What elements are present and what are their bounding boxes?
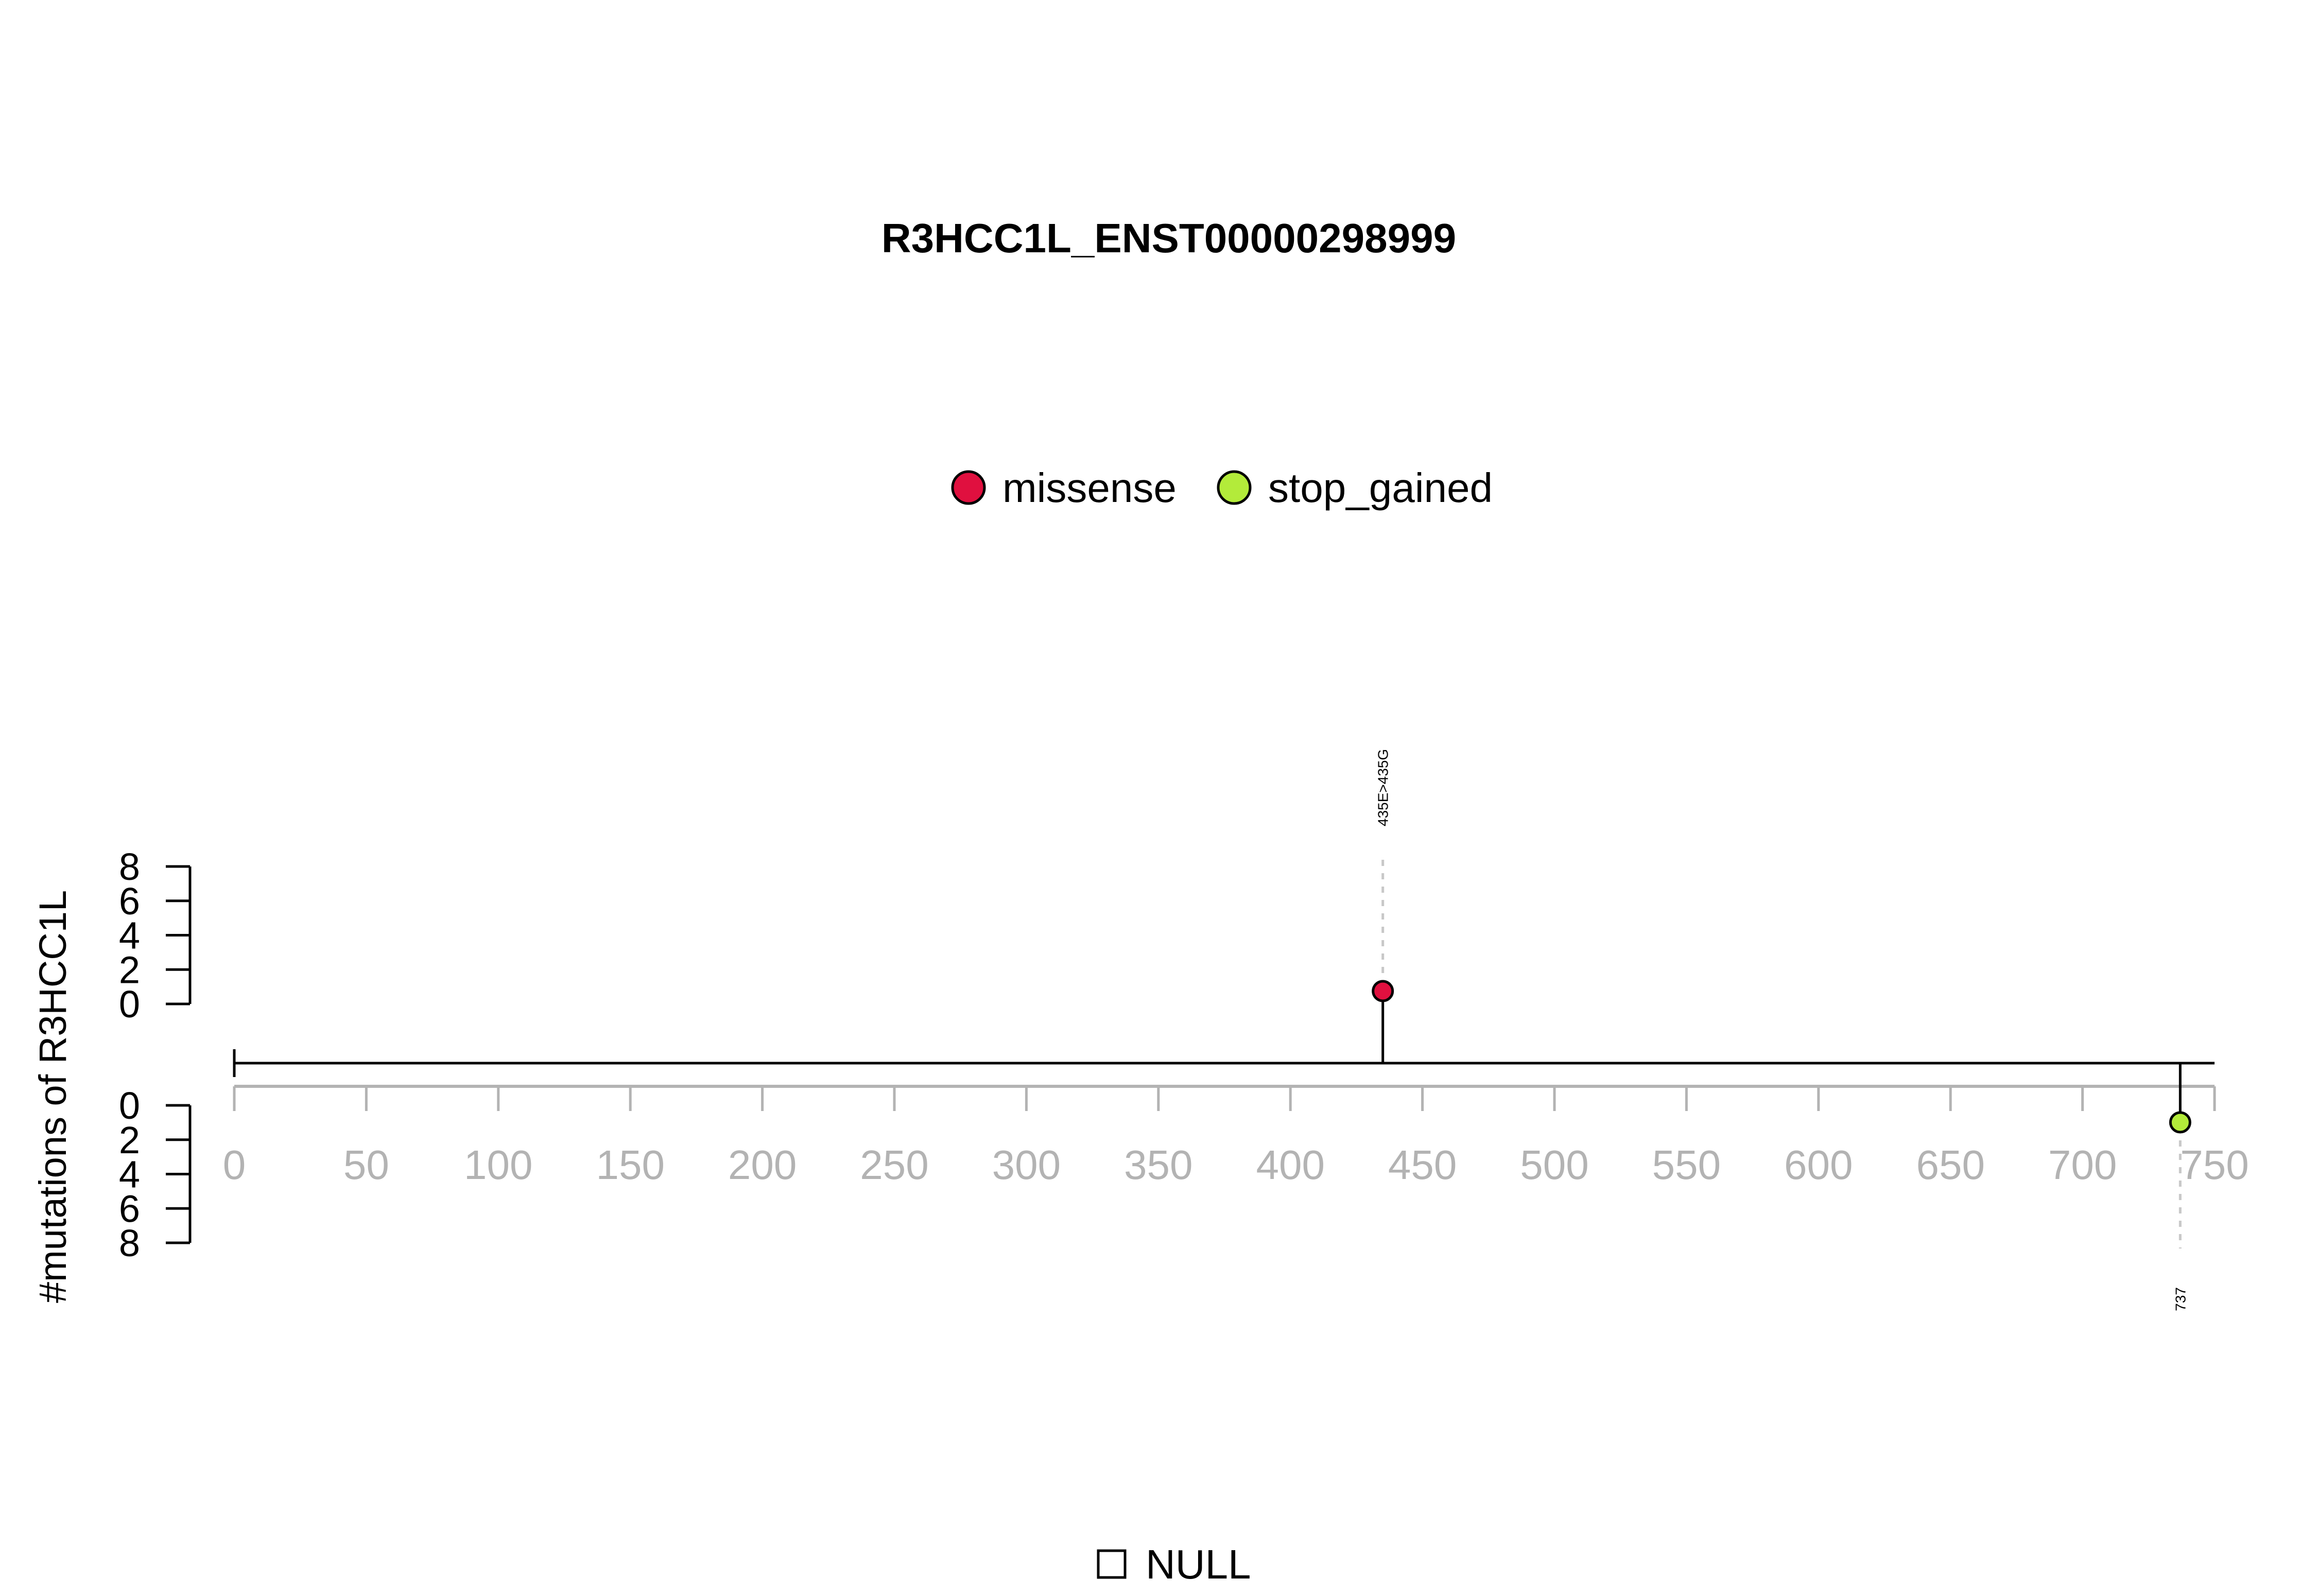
y-upper-axis-tick-label: 0 [119, 983, 140, 1026]
mutation-label: 435E>435G [1375, 749, 1391, 826]
y-lower-axis-tick-label: 2 [119, 1119, 140, 1161]
x-axis-tick-label: 300 [992, 1142, 1061, 1188]
x-axis-tick-label: 250 [860, 1142, 928, 1188]
mutation-point [2169, 1111, 2191, 1134]
x-axis-tick-label: 750 [2180, 1142, 2249, 1188]
x-axis-tick-label: 600 [1784, 1142, 1853, 1188]
mutation-label: 737 [2172, 1287, 2188, 1311]
x-axis-tick-label: 150 [596, 1142, 664, 1188]
y-upper-axis-tick-label: 4 [119, 914, 140, 957]
x-axis-tick-label: 350 [1124, 1142, 1192, 1188]
x-axis-tick-label: 0 [223, 1142, 246, 1188]
y-upper-axis-tick-label: 6 [119, 880, 140, 923]
x-axis-tick-label: 550 [1652, 1142, 1721, 1188]
chart-title: R3HCC1L_ENST00000298999 [881, 215, 1456, 261]
x-axis-tick-label: 700 [2048, 1142, 2117, 1188]
x-axis-tick-label: 500 [1520, 1142, 1588, 1188]
y-lower-axis-tick-label: 6 [119, 1187, 140, 1230]
x-axis-tick-label: 50 [343, 1142, 389, 1188]
x-axis-tick-label: 400 [1256, 1142, 1324, 1188]
x-axis-tick-label: 450 [1388, 1142, 1457, 1188]
domain-legend: NULL [1097, 1541, 1251, 1587]
protein-backbone [233, 1049, 2215, 1077]
domain-legend-label: NULL [1146, 1541, 1251, 1587]
y-upper-axis-tick-label: 8 [119, 845, 140, 888]
y-lower-axis-tick-label: 8 [119, 1222, 140, 1264]
mutation-point [1372, 980, 1394, 1002]
x-axis: 0 50 100 150 200 250 300 350 400 450 500 550 600 650 7… [223, 1085, 2249, 1188]
legend-swatch-stop_gained [1217, 470, 1252, 505]
y-axis-label: #mutations of R3HCC1L [31, 890, 74, 1303]
y-lower-axis-tick-label: 4 [119, 1153, 140, 1196]
legend: missense stop_gained [951, 465, 1493, 511]
x-axis-tick-label: 200 [728, 1142, 797, 1188]
y-upper-axis-tick-label: 2 [119, 948, 140, 991]
domain-legend-swatch [1097, 1549, 1127, 1579]
mutation-missense-435: 435E>435G [1372, 749, 1394, 1063]
x-axis-tick-label: 650 [1916, 1142, 1984, 1188]
legend-label-stop_gained: stop_gained [1268, 465, 1493, 511]
legend-label-missense: missense [1002, 465, 1177, 511]
y-lower-axis-tick-label: 0 [119, 1084, 140, 1127]
mutation-markers: 435E>435G 737 [1372, 749, 2191, 1311]
mutation-stop_gained-737: 737 [2169, 1063, 2191, 1311]
legend-swatch-missense [951, 470, 986, 505]
x-axis-tick-label: 100 [464, 1142, 532, 1188]
